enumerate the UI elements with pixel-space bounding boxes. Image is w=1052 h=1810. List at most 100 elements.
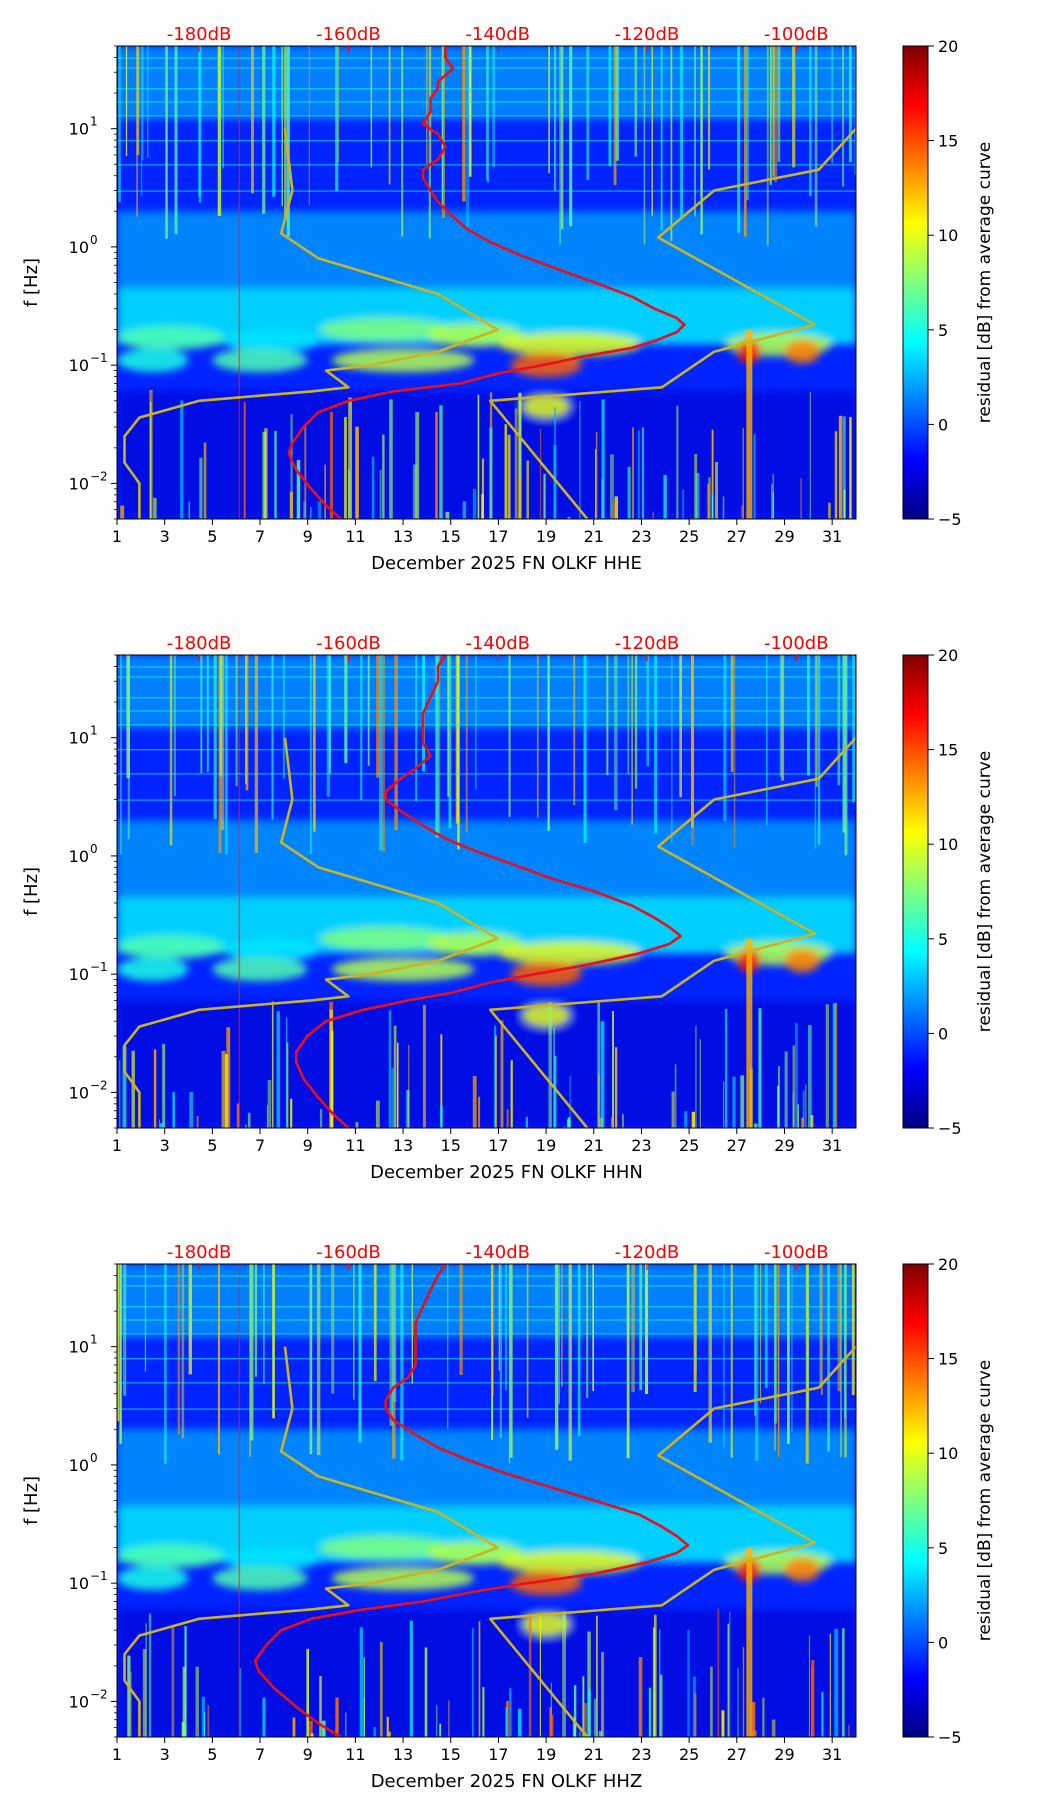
x-tick-label: 31 (822, 1745, 842, 1764)
streak (272, 46, 276, 197)
streak (337, 46, 340, 162)
streak (814, 655, 817, 849)
streak (766, 46, 769, 246)
streak (468, 46, 472, 177)
streak (441, 46, 445, 218)
spectral-line (117, 724, 856, 726)
streak (671, 655, 673, 844)
y-tick-exponent: 0 (90, 1451, 98, 1465)
streak (221, 1050, 226, 1128)
streak (715, 462, 718, 519)
low-noise-model-curve (123, 737, 500, 1128)
streak (723, 1081, 725, 1128)
streak (267, 1079, 272, 1128)
streak (596, 1615, 598, 1737)
streak (627, 655, 630, 775)
streak (595, 431, 598, 519)
streak (207, 1705, 210, 1737)
streak (737, 46, 741, 233)
streak (579, 1731, 581, 1737)
streak (764, 1264, 768, 1389)
streak (821, 1693, 823, 1737)
streak (733, 655, 736, 849)
streak (142, 1648, 147, 1737)
streak (406, 1090, 410, 1128)
streak (842, 655, 846, 833)
streak (586, 1264, 589, 1399)
spectral-line (117, 101, 856, 103)
streak (360, 655, 363, 800)
streak (118, 46, 121, 203)
streak (567, 517, 571, 519)
top-tick-label: -180dB (167, 633, 232, 654)
streak (819, 1264, 822, 1387)
spectral-lines (117, 57, 856, 192)
streak (746, 329, 753, 519)
x-tick-label: 21 (584, 1136, 604, 1155)
streak (801, 1117, 804, 1128)
streak (568, 1264, 572, 1461)
streak (153, 1049, 157, 1128)
streak (808, 1025, 812, 1128)
streak (389, 1264, 393, 1426)
streak (475, 655, 477, 790)
streak (687, 1629, 690, 1737)
streak (422, 1004, 426, 1128)
y-tick-label: 10 (69, 1574, 89, 1593)
streak (800, 478, 802, 519)
colorbar-tick-label: 20 (938, 37, 958, 56)
x-tick-label: 27 (727, 527, 747, 546)
streak (335, 1697, 339, 1737)
streak (631, 655, 633, 825)
streak (834, 431, 838, 519)
band-blob (331, 957, 475, 982)
streak (586, 46, 590, 181)
streak (310, 1733, 314, 1737)
streak (811, 1660, 815, 1737)
streak (148, 1613, 152, 1737)
streak (746, 938, 753, 1128)
band-blob (212, 957, 308, 982)
streak (150, 401, 152, 519)
streak (271, 655, 274, 820)
colorbar: −5 0 5 10 15 20 residual [dB] from average cur… (902, 646, 995, 1138)
x-tick-label: 11 (345, 1745, 365, 1764)
streak (829, 1633, 832, 1737)
streak (694, 46, 696, 217)
spectral-line (117, 1333, 856, 1335)
streak (249, 1264, 252, 1457)
streak (396, 1042, 399, 1128)
streak (729, 1612, 731, 1737)
band-blob (498, 332, 642, 357)
streak (466, 46, 470, 227)
streak (791, 1264, 793, 1432)
streak (236, 1103, 240, 1128)
streak (129, 1671, 132, 1737)
high-noise-model-curve (488, 1345, 856, 1737)
streak (382, 434, 385, 519)
streak (505, 1707, 508, 1737)
streak (563, 1126, 566, 1128)
streak (610, 1117, 614, 1128)
streak (203, 442, 207, 519)
streak (262, 1264, 265, 1385)
spectral-line (117, 1319, 856, 1321)
streak (784, 1051, 788, 1128)
median-psd-curve (287, 46, 686, 519)
streak (517, 1708, 522, 1737)
streak (495, 1035, 497, 1128)
streak (834, 1628, 839, 1737)
x-tick-label: 1 (112, 1745, 122, 1764)
streak (587, 1631, 591, 1737)
streak (848, 1724, 850, 1737)
streak (598, 1731, 603, 1737)
x-tick-label: 15 (441, 1136, 461, 1155)
streak (815, 655, 818, 787)
streak (549, 1707, 552, 1737)
streak (388, 1731, 391, 1737)
x-tick-label: 13 (393, 1745, 413, 1764)
streak (573, 655, 576, 806)
streak (359, 1627, 363, 1737)
band (117, 1609, 856, 1737)
